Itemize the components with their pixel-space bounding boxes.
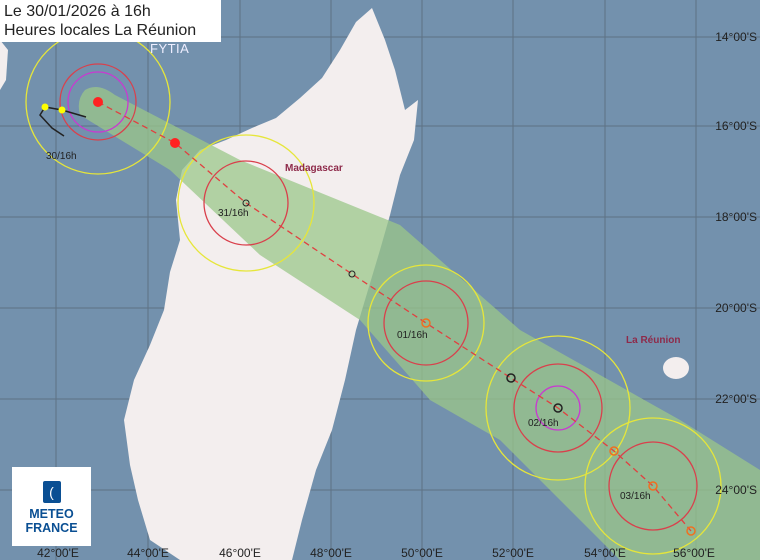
logo-text: METEO [29,507,74,521]
lat-label: 16°00'S [715,119,757,133]
lon-label: 52°00'E [492,546,534,560]
label-reunion: La Réunion [626,335,681,346]
logo-text: FRANCE [25,521,78,535]
time-label: 02/16h [528,418,559,429]
madagascar-landmass [124,8,418,560]
lat-label: 24°00'S [715,483,757,497]
logo-icon: ( [42,481,61,503]
lat-label: 18°00'S [715,210,757,224]
track-points [93,97,696,536]
lon-label: 54°00'E [584,546,626,560]
time-label: 30/16h [46,151,77,162]
africa-coast [0,40,8,90]
timezone-line: Heures locales La Réunion [4,22,197,39]
past-track [39,103,87,137]
date-line: Le 30/01/2026 à 16h [4,3,151,20]
wind-radii [25,29,722,555]
lon-label: 50°00'E [401,546,443,560]
lon-label: 46°00'E [219,546,261,560]
date-header: Le 30/01/2026 à 16h Heures locales La Ré… [0,0,221,42]
time-label: 01/16h [397,330,428,341]
label-madagascar: Madagascar [285,163,343,174]
time-label: 03/16h [620,491,651,502]
lat-label: 14°00'S [715,30,757,44]
time-label: 31/16h [218,208,249,219]
lon-label: 56°00'E [673,546,715,560]
lat-label: 20°00'S [715,301,757,315]
lon-label: 48°00'E [310,546,352,560]
meteo-france-logo: ( METEO FRANCE [12,467,91,546]
reunion-island [663,357,689,379]
forecast-track [97,101,692,532]
lat-label: 22°00'S [715,392,757,406]
lon-label: 44°00'E [127,546,169,560]
lon-label: 42°00'E [37,546,79,560]
storm-name: FYTIA [150,41,190,56]
